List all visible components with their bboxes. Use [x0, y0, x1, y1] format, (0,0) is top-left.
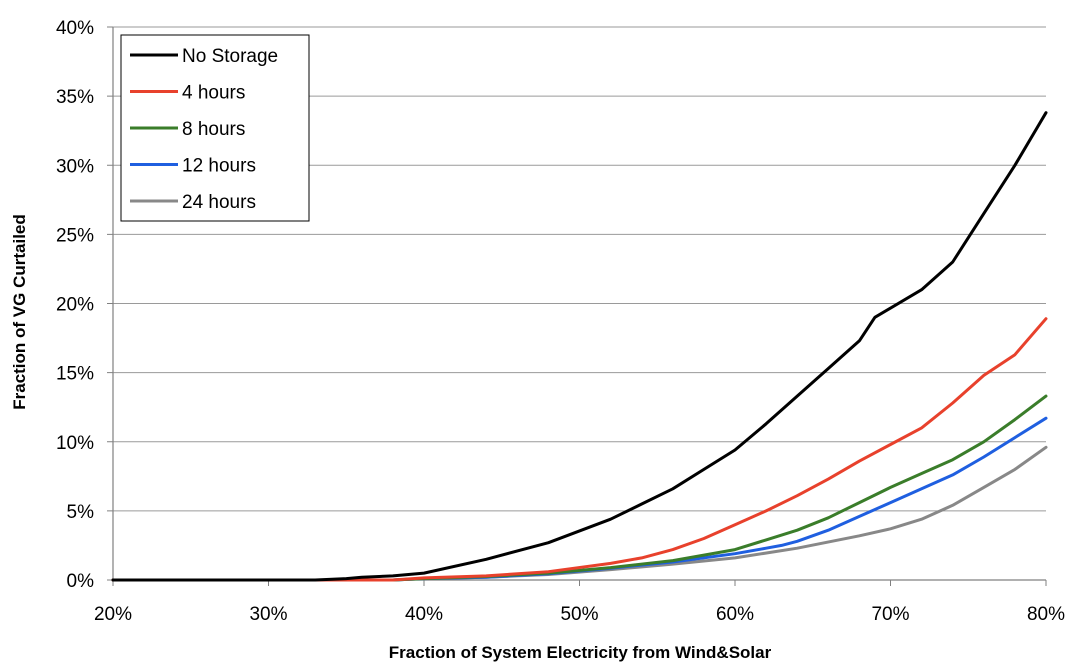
x-tick-label: 50% — [560, 604, 598, 625]
y-tick-label: 0% — [67, 571, 95, 592]
y-tick-label: 40% — [56, 18, 94, 39]
series-line-no-storage — [111, 111, 1048, 582]
x-tick-label: 30% — [249, 604, 287, 625]
legend-label-24-hours: 24 hours — [182, 192, 256, 213]
x-tick-label: 70% — [871, 604, 909, 625]
series-line-4-hours — [111, 317, 1048, 582]
y-tick-label: 30% — [56, 156, 94, 177]
legend-label-12-hours: 12 hours — [182, 156, 256, 177]
legend-label-4-hours: 4 hours — [182, 83, 245, 104]
series-lines — [111, 111, 1048, 582]
y-tick-label: 15% — [56, 364, 94, 385]
y-tick-label: 25% — [56, 225, 94, 246]
x-tick-label: 20% — [94, 604, 132, 625]
x-tick-label: 60% — [716, 604, 754, 625]
x-tick-label: 40% — [405, 604, 443, 625]
legend: No Storage 4 hours 8 hours 12 hours 24 hours — [120, 34, 310, 222]
x-axis-title: Fraction of System Electricity from Wind… — [389, 643, 772, 662]
legend-label-no-storage: No Storage — [182, 46, 278, 67]
x-tick-label: 80% — [1027, 604, 1065, 625]
y-axis-title: Fraction of VG Curtailed — [10, 214, 29, 410]
y-tick-label: 20% — [56, 295, 94, 316]
gridlines — [113, 26, 1046, 512]
y-tick-label: 10% — [56, 433, 94, 454]
x-tick-labels: 20% 30% 40% 50% 60% 70% 80% — [94, 604, 1065, 625]
y-tick-label: 5% — [67, 502, 95, 523]
legend-label-8-hours: 8 hours — [182, 119, 245, 140]
y-tick-label: 35% — [56, 87, 94, 108]
y-tick-labels: 0% 5% 10% 15% 20% 25% 30% 35% 40% — [56, 18, 94, 592]
